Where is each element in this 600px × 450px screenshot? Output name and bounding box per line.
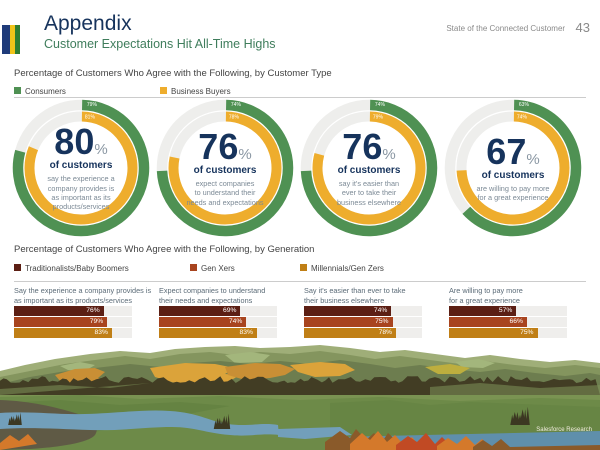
svg-text:Salesforce Research: Salesforce Research xyxy=(536,427,592,433)
